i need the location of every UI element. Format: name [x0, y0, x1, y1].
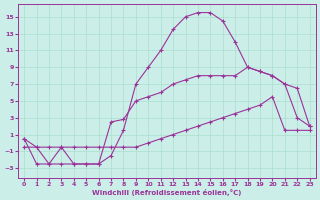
- X-axis label: Windchill (Refroidissement éolien,°C): Windchill (Refroidissement éolien,°C): [92, 189, 242, 196]
